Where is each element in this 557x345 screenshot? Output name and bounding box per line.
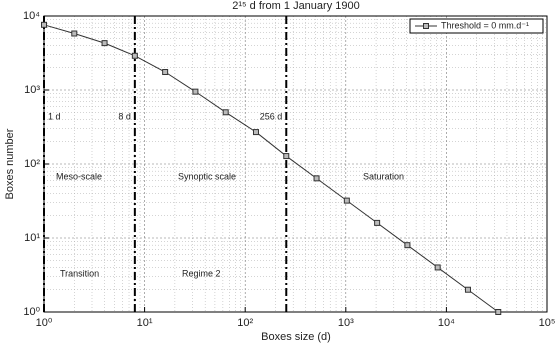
data-point — [374, 219, 381, 226]
data-point — [495, 309, 502, 315]
y-axis-label: Boxes number — [4, 128, 16, 199]
annotation: Meso-scale — [56, 171, 102, 181]
x-tick-label: 10¹ — [137, 317, 153, 329]
x-tick-label: 10⁵ — [539, 317, 556, 329]
y-tick-label: 10⁰ — [23, 306, 40, 318]
chart-title: 2¹⁵ d from 1 January 1900 — [232, 0, 359, 12]
data-line — [43, 24, 499, 313]
data-point — [131, 52, 138, 59]
legend-box — [409, 18, 544, 34]
annotation: Synoptic scale — [178, 171, 236, 181]
x-tick-label: 10² — [237, 317, 253, 329]
y-tick-label: 10¹ — [24, 232, 40, 244]
data-point — [434, 264, 441, 271]
annotation: Saturation — [363, 171, 404, 181]
y-tick-label: 10² — [24, 158, 40, 170]
legend-marker — [423, 23, 429, 29]
x-tick-label: 10³ — [338, 317, 354, 329]
legend-label: Threshold = 0 mm.d⁻¹ — [441, 20, 529, 30]
x-axis-label: Boxes size (d) — [261, 331, 331, 343]
annotation: Transition — [60, 268, 99, 278]
data-point — [343, 197, 350, 204]
annotation: Regime 2 — [182, 268, 221, 278]
reference-label: 8 d — [118, 111, 131, 121]
data-point — [192, 88, 199, 95]
data-point — [404, 242, 411, 249]
data-point — [464, 286, 471, 293]
data-point — [313, 175, 320, 182]
reference-label: 1 d — [48, 111, 61, 121]
data-point — [252, 129, 259, 136]
data-point — [162, 69, 169, 76]
data-point — [222, 109, 229, 116]
x-tick-label: 10⁴ — [438, 317, 455, 329]
y-tick-label: 10³ — [24, 84, 40, 96]
data-point — [101, 40, 108, 47]
y-tick-label: 10⁴ — [23, 10, 40, 22]
x-tick-label: 10⁰ — [36, 317, 53, 329]
reference-label: 256 d — [260, 111, 283, 121]
data-point — [283, 153, 290, 160]
data-point — [71, 30, 78, 37]
data-point — [41, 21, 47, 28]
